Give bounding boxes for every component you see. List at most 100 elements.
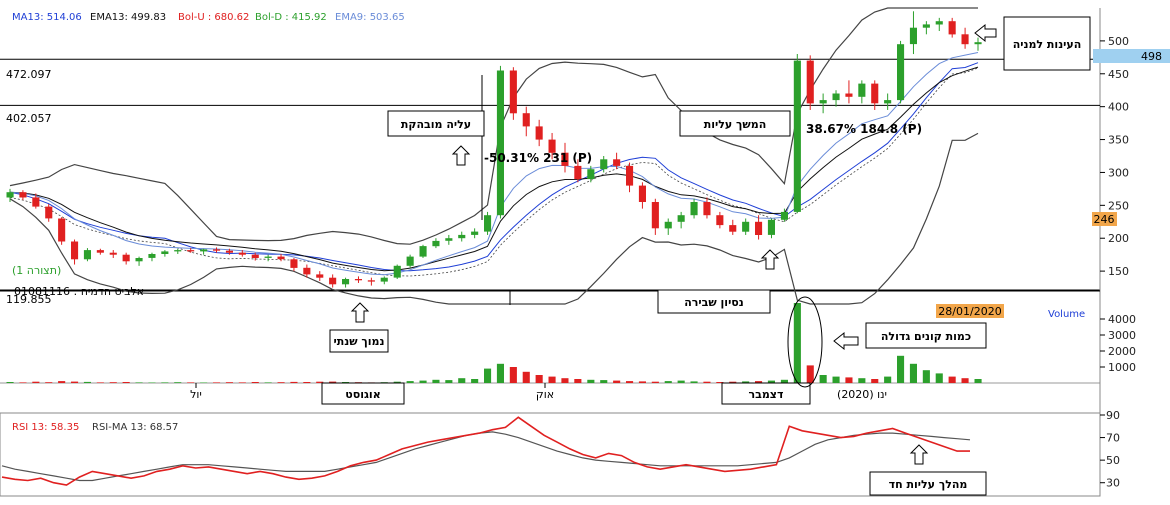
candle-body bbox=[922, 24, 930, 28]
annotation-annual-low: נמוך שנתי bbox=[334, 335, 385, 348]
rsi-axis: 90 70 50 30 bbox=[1100, 409, 1120, 490]
candle-body bbox=[264, 256, 272, 258]
candle-body bbox=[742, 221, 750, 232]
candle-body bbox=[948, 21, 956, 35]
candle-body bbox=[445, 238, 453, 241]
candle-body bbox=[471, 231, 479, 235]
volume-bar bbox=[200, 382, 208, 383]
price-tick-label: 350 bbox=[1108, 134, 1129, 147]
candle-body bbox=[664, 221, 672, 229]
candle-body bbox=[96, 250, 104, 253]
volume-bar bbox=[213, 382, 221, 383]
annotation-box bbox=[321, 382, 405, 405]
level-tag bbox=[1092, 212, 1117, 226]
candle-body bbox=[509, 70, 517, 114]
candle-body bbox=[767, 219, 775, 235]
rsi-tick-label: 90 bbox=[1106, 409, 1120, 422]
legend-ema13: EMA13: 499.83 bbox=[90, 12, 166, 23]
volume-bar bbox=[32, 381, 40, 383]
candle-body bbox=[200, 249, 208, 252]
annotation-box bbox=[869, 471, 987, 496]
legend: MA13: 514.06 EMA13: 499.83 Bol-U : 680.6… bbox=[12, 12, 405, 23]
annotation-box bbox=[721, 382, 811, 405]
volume-bar bbox=[613, 380, 621, 383]
hline-label-402: 402.057 bbox=[6, 112, 52, 125]
price-tick-label: 500 bbox=[1108, 35, 1129, 48]
volume-bar bbox=[819, 375, 827, 383]
volume-bar bbox=[626, 381, 634, 383]
legend-bol-d: Bol-D : 415.92 bbox=[255, 12, 327, 23]
rsi-line bbox=[1, 416, 970, 486]
volume-bar bbox=[742, 381, 750, 383]
annotation-box bbox=[679, 110, 791, 137]
candle-body bbox=[845, 93, 853, 97]
volume-bar bbox=[961, 378, 969, 383]
volume-bar bbox=[561, 378, 569, 383]
volume-bar bbox=[767, 380, 775, 383]
volume-bar bbox=[522, 371, 530, 383]
volume-bar bbox=[587, 379, 595, 383]
volume-bar bbox=[780, 379, 788, 383]
candle-body bbox=[109, 252, 117, 255]
volume-tick-label: 4000 bbox=[1108, 313, 1136, 326]
volume-axis: 4000 3000 2000 1000 bbox=[1100, 313, 1136, 374]
price-tick-label: 150 bbox=[1108, 265, 1129, 278]
volume-highlight-ellipse bbox=[787, 296, 823, 388]
volume-bar bbox=[677, 380, 685, 383]
volume-bar bbox=[419, 380, 427, 383]
candle-body bbox=[871, 83, 879, 104]
candle-body bbox=[522, 113, 530, 127]
date-tag bbox=[936, 304, 1004, 318]
volume-bar bbox=[871, 379, 879, 383]
up-arrow-icon bbox=[451, 145, 471, 166]
volume-bar bbox=[484, 368, 492, 383]
volume-label: Volume bbox=[1048, 309, 1085, 320]
volume-bar bbox=[109, 382, 117, 383]
x-label-oct: אוק bbox=[536, 388, 554, 401]
bollinger-lower-line bbox=[9, 132, 979, 305]
volume-bar bbox=[45, 382, 53, 383]
candle-body bbox=[329, 277, 337, 285]
candle-body bbox=[690, 202, 698, 216]
candle-body bbox=[406, 256, 414, 266]
volume-bar bbox=[290, 381, 298, 383]
annotation-big-volume: כמות קונים גדולה bbox=[881, 330, 971, 343]
candle-body bbox=[496, 70, 504, 216]
x-label-dec: דצמבר bbox=[749, 388, 784, 401]
rsi-tick-label: 50 bbox=[1106, 454, 1120, 467]
volume-bar bbox=[897, 355, 905, 383]
hline-label-472: 472.097 bbox=[6, 68, 52, 81]
volume-tick-label: 3000 bbox=[1108, 329, 1136, 342]
volume-bar bbox=[393, 381, 401, 383]
annotation-sharp-rise: מהלך עליות חד bbox=[889, 478, 968, 491]
volume-bar bbox=[316, 381, 324, 383]
volume-bar bbox=[303, 382, 311, 383]
candle-body bbox=[703, 202, 711, 216]
candle-body bbox=[793, 60, 801, 212]
volume-bar bbox=[225, 382, 233, 383]
candle-body bbox=[45, 206, 53, 219]
legend-ema9: EMA9: 503.65 bbox=[335, 12, 405, 23]
candle-body bbox=[574, 165, 582, 180]
price-tick-label: 200 bbox=[1108, 232, 1129, 245]
annotation-breakout-attempt: נסיון שבירה bbox=[684, 296, 744, 309]
volume-bar bbox=[71, 381, 79, 383]
volume-bar bbox=[806, 365, 814, 383]
candle-body bbox=[897, 44, 905, 101]
volume-bar bbox=[251, 382, 259, 383]
volume-bar bbox=[148, 382, 156, 383]
candle-body bbox=[432, 240, 440, 247]
volume-bar bbox=[651, 381, 659, 383]
rsi-tick-label: 70 bbox=[1106, 432, 1120, 445]
volume-bar bbox=[58, 381, 66, 383]
volume-bar bbox=[96, 382, 104, 383]
candle-body bbox=[587, 169, 595, 180]
candle-body bbox=[613, 159, 621, 166]
volume-bar bbox=[664, 381, 672, 383]
candlesticks bbox=[6, 11, 982, 288]
candle-body bbox=[780, 211, 788, 220]
annotation-continued-rise: המשך עליות bbox=[704, 118, 767, 131]
volume-bar bbox=[174, 382, 182, 383]
candle-body bbox=[316, 274, 324, 278]
candle-body bbox=[83, 250, 91, 260]
